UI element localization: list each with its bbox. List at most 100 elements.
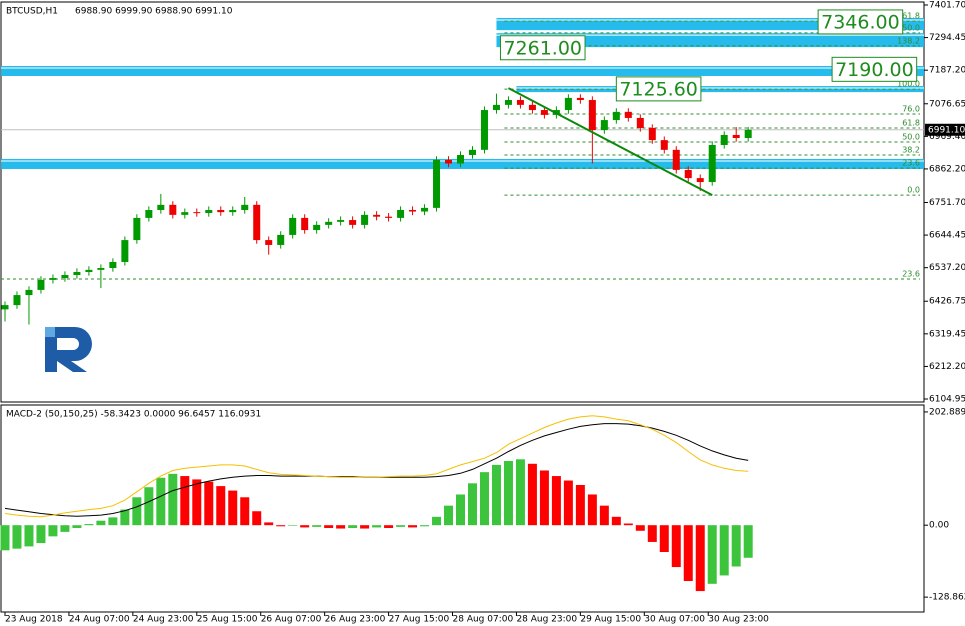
histogram-bar bbox=[731, 525, 741, 567]
fib-label: 50.0 bbox=[902, 132, 920, 141]
y-tick-label: -128.862 bbox=[929, 593, 965, 603]
candle-body bbox=[516, 100, 524, 105]
candle-body bbox=[73, 271, 81, 276]
candle-body bbox=[217, 210, 225, 213]
candle-body bbox=[193, 212, 201, 214]
histogram-bar bbox=[204, 481, 214, 526]
histogram-bar bbox=[491, 464, 501, 526]
histogram-bar bbox=[228, 490, 238, 526]
x-tick-label: 28 Aug 23:00 bbox=[516, 615, 577, 625]
x-tick-label: 24 Aug 23:00 bbox=[133, 615, 194, 625]
histogram-bar bbox=[527, 463, 537, 526]
histogram-bar bbox=[132, 497, 142, 526]
histogram-bar bbox=[84, 524, 94, 526]
histogram-bar bbox=[551, 476, 561, 526]
histogram-bar bbox=[683, 525, 693, 582]
histogram-bar bbox=[647, 525, 657, 542]
x-tick-label: 26 Aug 07:00 bbox=[261, 615, 322, 625]
y-tick-label: 202.8894 bbox=[929, 407, 965, 417]
candle-body bbox=[672, 149, 680, 170]
candle-body bbox=[313, 224, 321, 231]
price-zone bbox=[496, 33, 924, 48]
broker-logo bbox=[45, 327, 92, 372]
histogram-bar bbox=[336, 525, 346, 529]
candle-body bbox=[720, 134, 728, 145]
fib-label: 0.0 bbox=[907, 186, 920, 195]
x-tick-label: 25 Aug 15:00 bbox=[197, 615, 258, 625]
histogram-bar bbox=[276, 525, 286, 527]
histogram-bar bbox=[192, 479, 202, 526]
histogram-bar bbox=[611, 516, 621, 526]
histogram-bar bbox=[456, 494, 466, 526]
y-tick-label: 7401.70 bbox=[929, 1, 965, 11]
histogram-bar bbox=[563, 480, 573, 526]
price-annotation: 7190.00 bbox=[835, 59, 914, 81]
fib-label: 138.2 bbox=[897, 36, 920, 45]
candle-body bbox=[492, 104, 500, 111]
histogram-bar bbox=[623, 523, 633, 526]
y-tick-label: 7294.45 bbox=[929, 33, 965, 43]
histogram-bar bbox=[312, 525, 322, 527]
fib-label: 76.0 bbox=[902, 104, 920, 113]
candle-body bbox=[732, 134, 740, 138]
histogram-bar bbox=[444, 505, 454, 526]
histogram-bar bbox=[252, 511, 262, 526]
histogram-bar bbox=[372, 525, 382, 528]
histogram-bar bbox=[432, 516, 442, 526]
candle-body bbox=[528, 104, 536, 111]
histogram-bar bbox=[36, 525, 46, 544]
histogram-bar bbox=[479, 472, 489, 526]
candle-body bbox=[1, 305, 9, 310]
histogram-bar bbox=[707, 525, 717, 584]
y-tick-label: 6104.95 bbox=[929, 395, 965, 405]
y-tick-label: 6426.75 bbox=[929, 297, 965, 307]
candle-body bbox=[433, 159, 441, 208]
candle-body bbox=[684, 169, 692, 179]
histogram-bar bbox=[503, 460, 513, 526]
price-zone bbox=[516, 86, 924, 93]
candle-body bbox=[169, 204, 177, 215]
last-price-tag bbox=[925, 123, 965, 136]
histogram-bar bbox=[671, 525, 681, 568]
fib-label: 100.0 bbox=[897, 80, 920, 89]
logo-accent bbox=[45, 327, 55, 337]
y-tick-label: 6319.45 bbox=[929, 329, 965, 339]
histogram-bar bbox=[60, 525, 70, 532]
candle-body bbox=[229, 210, 237, 213]
histogram-bar bbox=[599, 505, 609, 526]
candle-body bbox=[25, 289, 33, 296]
candle-body bbox=[457, 155, 465, 164]
fib-label: 38.2 bbox=[902, 146, 920, 155]
y-tick-label: 7187.20 bbox=[929, 66, 965, 76]
histogram-bar bbox=[659, 525, 669, 552]
candle-body bbox=[265, 240, 273, 245]
y-tick-label: 6644.45 bbox=[929, 231, 965, 241]
candle-body bbox=[744, 129, 752, 138]
candle-body bbox=[588, 100, 596, 131]
histogram-bar bbox=[420, 525, 430, 527]
candle-body bbox=[241, 204, 249, 211]
x-tick-label: 26 Aug 23:00 bbox=[325, 615, 386, 625]
last-price-label: 6991.10 bbox=[928, 125, 965, 135]
fib-label: 161.8 bbox=[897, 12, 920, 21]
candle-body bbox=[13, 295, 21, 306]
price-annotation: 7261.00 bbox=[503, 37, 582, 59]
candle-body bbox=[540, 110, 548, 115]
candle-body bbox=[385, 216, 393, 218]
candle-body bbox=[325, 221, 333, 225]
candle-body bbox=[421, 207, 429, 212]
ohlc-readout: 6988.90 6999.90 6988.90 6991.10 bbox=[75, 7, 233, 17]
histogram-bar bbox=[408, 525, 418, 528]
histogram-bar bbox=[156, 477, 166, 526]
fib-label: 23.6 bbox=[902, 159, 920, 168]
candle-body bbox=[648, 127, 656, 141]
x-tick-label: 24 Aug 07:00 bbox=[69, 615, 130, 625]
histogram-bar bbox=[396, 525, 406, 527]
candle-body bbox=[253, 204, 261, 241]
histogram-bar bbox=[72, 525, 82, 528]
candle-body bbox=[480, 110, 488, 150]
y-tick-label: 6212.20 bbox=[929, 362, 965, 372]
price-zone bbox=[1, 158, 924, 169]
x-tick-label: 29 Aug 15:00 bbox=[580, 615, 641, 625]
x-tick-label: 30 Aug 23:00 bbox=[708, 615, 769, 625]
